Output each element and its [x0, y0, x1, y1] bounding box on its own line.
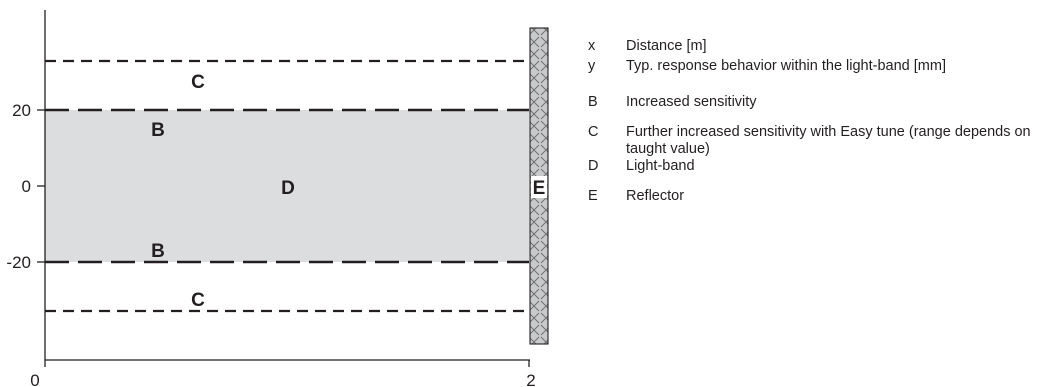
zone-label-b-upper: B: [151, 120, 165, 141]
legend-key: C: [588, 124, 599, 140]
legend-text: Reflector: [626, 188, 685, 204]
legend-key: E: [588, 188, 598, 204]
zone-label-b-lower: B: [151, 241, 165, 262]
legend: x Distance [m] y Typ. response behavior …: [588, 38, 1040, 205]
legend-text: Light-band: [626, 158, 695, 174]
zone-label-c-upper: C: [191, 72, 205, 93]
y-tick-label-0: 0: [22, 177, 31, 196]
x-tick-label-2: 2: [526, 371, 535, 387]
legend-item-y: y Typ. response behavior within the ligh…: [588, 58, 1040, 75]
legend-item-b: B Increased sensitivity: [588, 94, 1040, 111]
legend-key: D: [588, 158, 599, 174]
x-tick-label-0: 0: [30, 371, 39, 387]
legend-key: B: [588, 94, 598, 110]
legend-item-d: D Light-band: [588, 158, 1040, 175]
y-tick-label-20: 20: [12, 101, 31, 120]
legend-text: Typ. response behavior within the light-…: [626, 58, 946, 74]
legend-text: Further increased sensitivity with Easy …: [626, 124, 1031, 157]
y-tick-label-minus20: -20: [6, 253, 31, 272]
zone-label-c-lower: C: [191, 290, 205, 311]
legend-item-c: C Further increased sensitivity with Eas…: [588, 124, 1040, 158]
light-band-diagram: 20 0 -20 0 2 E C B D B C: [6, 10, 549, 387]
legend-item-e: E Reflector: [588, 188, 1040, 205]
reflector-label-bg: [531, 176, 547, 198]
zone-label-e: E: [533, 178, 546, 199]
legend-text: Distance [m]: [626, 38, 707, 54]
legend-key: y: [588, 58, 596, 74]
legend-text: Increased sensitivity: [626, 94, 757, 110]
zone-label-d: D: [281, 178, 295, 199]
legend-item-x: x Distance [m]: [588, 38, 1040, 55]
legend-key: x: [588, 38, 596, 54]
light-band-area: [45, 110, 529, 262]
